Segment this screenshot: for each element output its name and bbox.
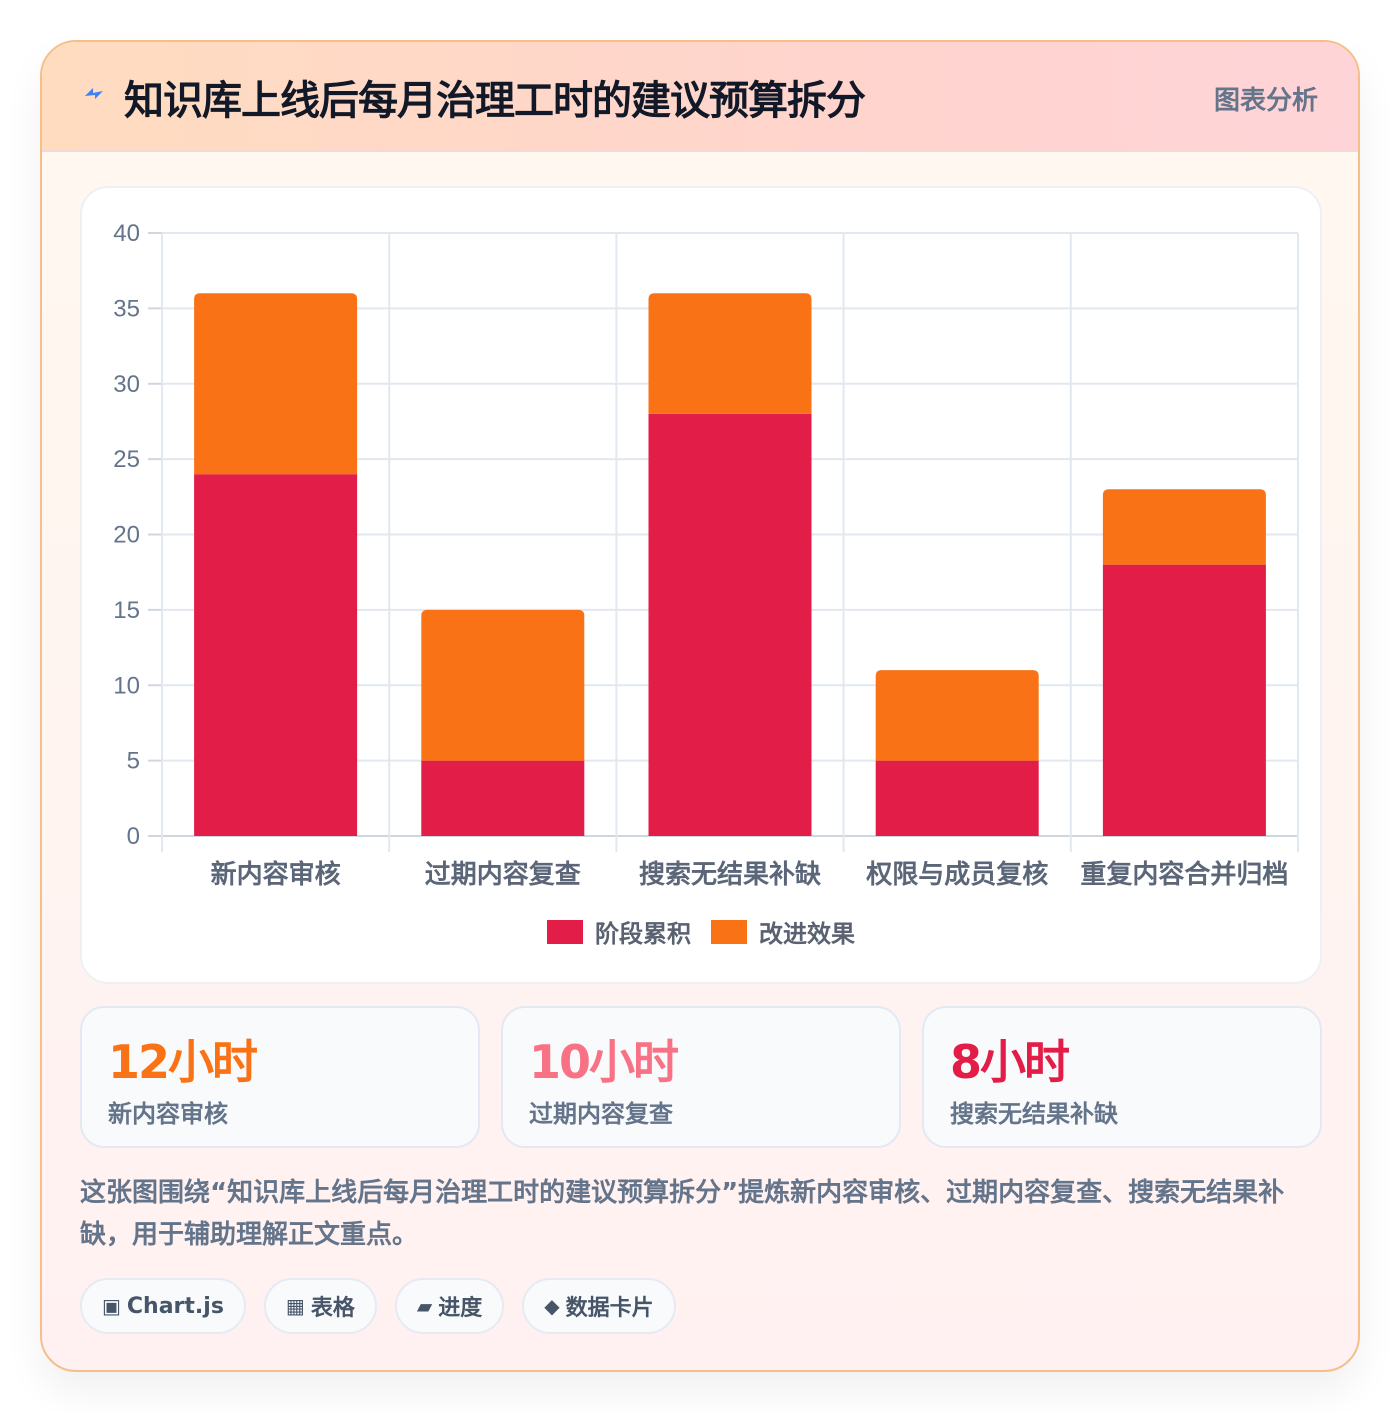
progress-icon: ▰ <box>416 1294 433 1318</box>
bar-segment <box>875 670 1039 761</box>
bar-segment <box>194 293 358 475</box>
stat-card: 8小时 搜索无结果补缺 <box>922 1006 1322 1148</box>
chart-container: 0 5 10 15 20 25 30 35 40 新内容审核 过期内容复查 搜索无结果补缺 权限与成员复… <box>80 186 1322 984</box>
stat-value: 10小时 <box>529 1035 679 1089</box>
bar-segment <box>421 609 585 761</box>
bar-segment <box>1102 564 1266 836</box>
chip-label: 数据卡片 <box>565 1296 654 1321</box>
chip-label: 进度 <box>438 1296 483 1321</box>
chip-data-card[interactable]: ◆ 数据卡片 <box>522 1278 676 1334</box>
x-tick-label: 过期内容复查 <box>425 859 581 890</box>
chip-label: 表格 <box>310 1296 355 1321</box>
legend-swatch-improve <box>711 919 747 944</box>
legend-label-stage: 阶段累积 <box>595 920 691 948</box>
y-tick-label: 0 <box>127 823 140 850</box>
x-tick-label: 重复内容合并归档 <box>1080 859 1288 890</box>
stat-label: 新内容审核 <box>108 1100 228 1128</box>
tech-chips: ▣ Chart.js ▦ 表格 ▰ 进度 ◆ 数据卡片 <box>80 1278 676 1334</box>
stacked-bar-chart: 0 5 10 15 20 25 30 35 40 新内容审核 过期内容复查 搜索无结果补缺 权限与成员复… <box>113 220 1299 890</box>
chart-legend: 阶段累积 改进效果 <box>82 914 1320 949</box>
x-tick-label: 搜索无结果补缺 <box>639 860 822 890</box>
chart-analysis-tag: 图表分析 <box>1213 86 1318 116</box>
chip-table[interactable]: ▦ 表格 <box>263 1278 377 1334</box>
stat-value: 8小时 <box>950 1035 1070 1089</box>
bar-segment <box>648 293 812 414</box>
y-tick-label: 20 <box>113 522 140 549</box>
stat-label: 过期内容复查 <box>529 1100 673 1128</box>
chip-label: Chart.js <box>126 1293 224 1319</box>
bar-segment <box>1102 489 1266 565</box>
card-header: 知识库上线后每月治理工时的建议预算拆分 图表分析 <box>42 42 1358 152</box>
diamond-icon: ◆ <box>544 1294 560 1318</box>
y-tick-label: 30 <box>113 371 140 398</box>
stat-cards: 12小时 新内容审核 10小时 过期内容复查 8小时 搜索无结果补缺 <box>80 1006 1322 1148</box>
stat-card: 10小时 过期内容复查 <box>501 1006 901 1148</box>
bar-segment <box>875 760 1039 836</box>
chip-chartjs[interactable]: ▣ Chart.js <box>80 1278 246 1334</box>
square-icon: ▣ <box>102 1294 121 1318</box>
lightning-icon <box>85 88 103 99</box>
x-tick-label: 新内容审核 <box>211 859 341 890</box>
stat-card: 12小时 新内容审核 <box>80 1006 480 1148</box>
legend-item-stage[interactable]: 阶段累积 <box>547 914 691 949</box>
legend-item-improve[interactable]: 改进效果 <box>711 914 855 949</box>
grid-icon: ▦ <box>285 1294 305 1318</box>
y-tick-label: 15 <box>113 597 140 624</box>
y-tick-label: 5 <box>127 748 140 775</box>
legend-label-improve: 改进效果 <box>759 920 855 948</box>
x-tick-label: 权限与成员复核 <box>865 859 1048 890</box>
stat-label: 搜索无结果补缺 <box>950 1100 1118 1128</box>
bar-segment <box>421 760 585 836</box>
y-tick-label: 35 <box>113 295 140 322</box>
bar-segment <box>194 474 358 836</box>
y-tick-label: 10 <box>113 672 140 699</box>
chart-card: 知识库上线后每月治理工时的建议预算拆分 图表分析 0 5 10 15 20 25 30 35 4… <box>40 40 1360 1372</box>
y-tick-label: 40 <box>113 220 140 247</box>
y-tick-label: 25 <box>113 446 140 473</box>
page-title: 知识库上线后每月治理工时的建议预算拆分 <box>124 78 866 124</box>
legend-swatch-stage <box>547 919 583 944</box>
chip-progress[interactable]: ▰ 进度 <box>394 1278 505 1334</box>
stat-value: 12小时 <box>108 1035 258 1089</box>
summary-text: 这张图围绕“知识库上线后每月治理工时的建议预算拆分”提炼新内容审核、过期内容复查… <box>80 1178 1285 1250</box>
bar-segment <box>648 413 812 836</box>
